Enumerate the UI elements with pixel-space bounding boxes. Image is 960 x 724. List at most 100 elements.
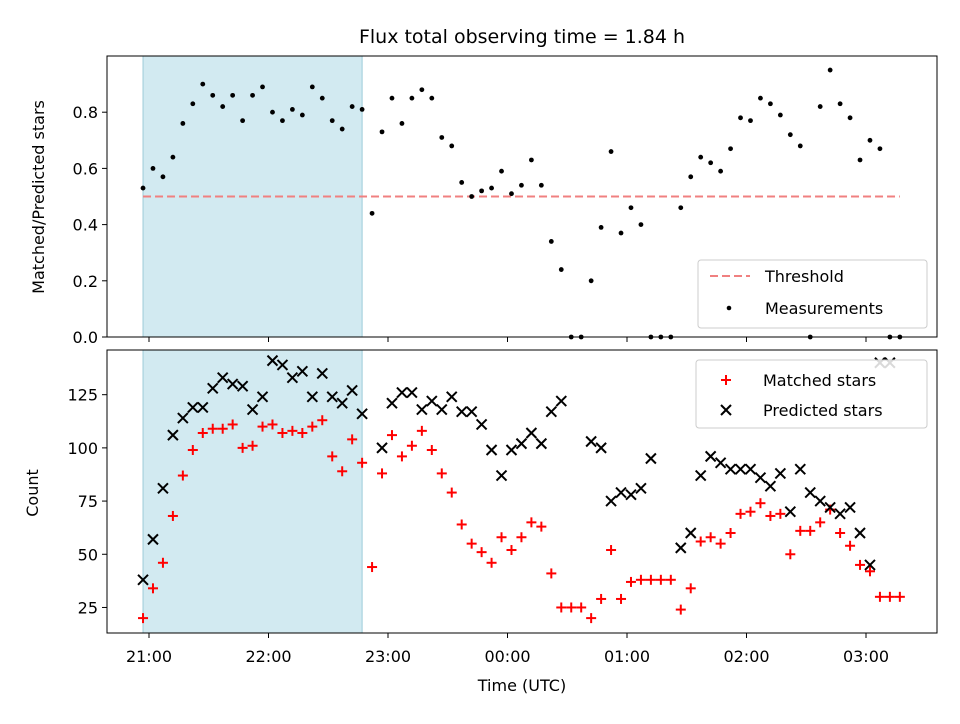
matched-point [267,419,278,430]
matched-point [327,451,338,462]
predicted-point [525,427,538,439]
predicted-point [714,457,727,469]
predicted-point [356,408,368,420]
matched-point [406,440,417,451]
x-tick-label: 02:00 [723,647,769,666]
measurement-point [548,239,554,244]
measurement-point [758,95,763,101]
predicted-point [625,488,637,501]
predicted-point [605,495,617,507]
predicted-point [685,527,697,539]
matched-point [367,562,378,573]
predicted-point [386,397,398,409]
measurement-point [339,126,345,132]
measurement-point [538,182,544,188]
matched-point [357,457,368,468]
predicted-point [406,386,418,399]
matched-point [735,508,746,519]
predicted-point [426,395,438,407]
bottom-x-ticks: 21:00 22:00 23:00 00:00 01:00 02:00 03:00 [126,633,889,666]
top-legend-box [697,259,928,329]
predicted-point [754,471,767,484]
predicted-point [336,397,348,409]
predicted-point [465,405,478,418]
matched-point [446,487,457,498]
bottom-predicted-points [137,354,896,586]
matched-point [675,604,686,615]
predicted-point [764,480,777,492]
bottom-shade-rect [142,349,363,634]
x-tick-label: 01:00 [604,647,650,666]
bottom-matched-points [138,415,905,624]
predicted-point [774,467,787,480]
predicted-point [187,401,199,414]
matched-point [496,532,507,543]
matched-point [775,508,786,519]
bottom-legend-box [695,359,928,429]
predicted-point [326,391,338,403]
measurement-point [349,104,355,109]
predicted-point [864,559,876,571]
predicted-point [744,463,757,475]
x-tick-label: 23:00 [365,647,411,666]
predicted-point [475,418,488,431]
measurement-point [509,191,514,197]
measurement-point [449,143,455,149]
bottom-y-tick-label: 75 [78,492,98,511]
measurement-point [558,267,564,272]
matched-point [556,602,567,613]
matched-point [635,574,646,585]
measurement-point [150,166,156,171]
predicted-point [814,495,826,507]
bottom-y-tick-label: 50 [78,545,98,564]
predicted-point [854,527,866,539]
bottom-panel: 25 50 75 100 125 21:00 22:00 23:00 00:00 01:00 02… [23,349,938,695]
measurement-point [230,92,236,98]
matched-point [377,468,388,479]
predicted-point [694,469,707,482]
matched-point [317,415,328,426]
predicted-point [197,401,209,414]
measurement-point [787,132,793,138]
measurement-point [160,174,166,180]
predicted-point [286,371,299,384]
matched-point [685,583,696,594]
matched-point [157,557,168,568]
top-panel: 0.00.20.40.60.8 Matched/Predicted stars … [29,55,938,347]
matched-point [665,574,676,585]
matched-point [486,557,497,568]
matched-point [795,525,806,536]
matched-point [835,527,846,538]
predicted-point [207,382,219,395]
predicted-point [675,542,687,554]
measurement-point [688,174,694,180]
matched-point [645,574,656,585]
matched-point [337,466,348,477]
matched-point [536,521,547,532]
predicted-point [246,403,259,416]
measurement-point [529,157,534,163]
measurement-point [409,95,415,101]
matched-point [506,545,517,556]
predicted-point [147,533,159,546]
matched-point [596,593,607,604]
matched-point [745,506,756,517]
predicted-point [167,429,179,441]
top-y-tick-label: 0.4 [73,216,98,235]
predicted-point [316,367,328,380]
legend-measurements-label: Measurements [765,299,883,318]
legend-threshold-label: Threshold [764,267,844,286]
measurement-point [369,210,375,216]
matched-point [625,576,636,587]
measurement-point [817,104,823,109]
predicted-point [595,442,607,454]
measurement-point [290,106,295,112]
predicted-point [396,386,408,399]
measurement-point [419,87,425,93]
matched-point [138,613,149,624]
measurement-point [389,95,395,101]
measurement-point [867,137,873,143]
predicted-point [276,359,289,371]
matched-point [516,532,527,543]
predicted-point [226,378,239,390]
